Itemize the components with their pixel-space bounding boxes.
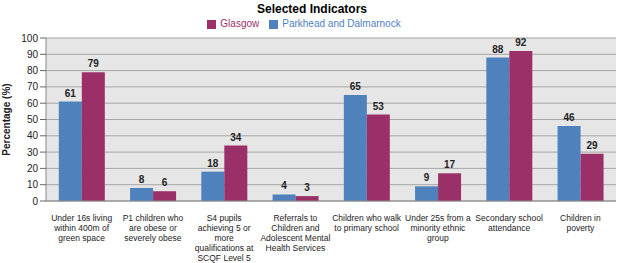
svg-text:61: 61 [65,88,77,99]
svg-text:40: 40 [27,130,39,141]
svg-text:S4 pupilsachieving 5 ormorequa: S4 pupilsachieving 5 ormorequalification… [195,213,254,263]
svg-text:53: 53 [373,101,385,112]
svg-text:10: 10 [27,179,39,190]
svg-text:30: 30 [27,147,39,158]
svg-text:Under 16s livingwithin 400m of: Under 16s livingwithin 400m ofgreen spac… [51,213,112,243]
svg-text:6: 6 [162,177,168,188]
svg-text:Children inpoverty: Children inpoverty [560,213,601,233]
svg-text:60: 60 [27,98,39,109]
html-text:Glasgow: Glasgow [220,18,260,29]
svg-text:Referrals toChildren andAdoles: Referrals toChildren andAdolescent Menta… [260,213,330,253]
svg-text:9: 9 [424,172,430,183]
svg-text:8: 8 [139,174,145,185]
svg-text:Under 25s from aminority ethni: Under 25s from aminority ethnicgroup [405,213,471,243]
svg-text:50: 50 [27,114,39,125]
svg-text:92: 92 [515,37,527,48]
svg-text:88: 88 [492,44,504,55]
svg-text:70: 70 [27,81,39,92]
svg-text:90: 90 [27,49,39,60]
svg-text:Percentage (%): Percentage (%) [8,83,12,155]
svg-text:0: 0 [32,196,38,207]
html-text:Parkhead and Dalmarnock: Parkhead and Dalmarnock [282,18,401,29]
svg-text:17: 17 [444,159,456,170]
svg-text:65: 65 [350,81,362,92]
svg-text:80: 80 [27,65,39,76]
svg-text:Children who walkto primary sc: Children who walkto primary school [332,213,402,233]
svg-text:P1 children whoare obese orsev: P1 children whoare obese orseverely obes… [123,213,184,243]
svg-text:34: 34 [230,132,242,143]
svg-text:20: 20 [27,163,39,174]
svg-text:100: 100 [21,33,38,44]
svg-text:46: 46 [564,112,576,123]
html-text:Selected Indicators: Selected Indicators [257,2,367,16]
svg-text:4: 4 [281,180,287,191]
svg-text:Secondary schoolattendance: Secondary schoolattendance [475,213,543,233]
svg-text:18: 18 [207,158,219,169]
svg-text:3: 3 [304,182,310,193]
svg-text:79: 79 [88,58,100,69]
svg-text:29: 29 [587,140,599,151]
